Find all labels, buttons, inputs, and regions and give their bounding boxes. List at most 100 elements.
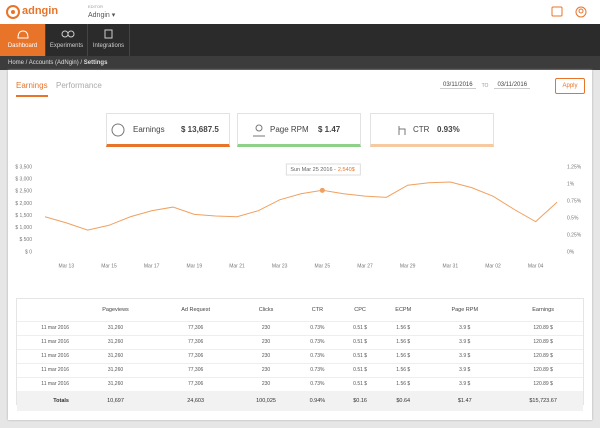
point — [319, 187, 325, 193]
table-cell: 77,306 — [187, 381, 204, 387]
table-cell: 0.51 $ — [353, 339, 368, 345]
kpi-card: Earnings $ 13,687.5 — [106, 113, 230, 147]
table-cell: 11 mar 2016 — [41, 325, 69, 331]
crumb: Settings — [83, 60, 108, 66]
table-row: 11 mar 2016 31,260 77,306 230 0.73% 0.51 $ 1.5… — [17, 349, 583, 363]
x-tick-label: Mar 29 — [400, 263, 416, 269]
crumb[interactable]: Accounts (AdNgin) — [28, 60, 79, 66]
kpi-value: 0.93% — [437, 124, 460, 134]
kpi-card: Page RPM $ 1.47 — [237, 113, 361, 147]
tab-earnings[interactable]: Earnings — [16, 81, 48, 97]
table-cell: 1.56 $ — [396, 339, 411, 345]
notify-icon[interactable] — [551, 6, 563, 18]
table-cell: CTR — [311, 306, 324, 313]
table-cell: 120.89 $ — [533, 381, 553, 387]
kpi-icon — [253, 124, 265, 137]
x-tick-label: Mar 15 — [101, 263, 117, 269]
table-cell: 77,306 — [187, 339, 204, 345]
data-table: Pageviews Ad Request Clicks CTR CPC ECPM Page … — [17, 299, 583, 411]
y2-tick-label: 0% — [567, 249, 575, 255]
nav-experiments[interactable]: Experiments — [46, 24, 88, 56]
x-tick-label: Mar 13 — [59, 263, 75, 269]
y-tick-label: $ 500 — [19, 237, 32, 243]
table-cell: 11 mar 2016 — [41, 381, 69, 387]
table-cell: 120.89 $ — [533, 339, 553, 345]
date-sep: TO — [481, 82, 489, 89]
x-tick-label: Mar 02 — [485, 263, 501, 269]
table-cell: ECPM — [395, 306, 412, 313]
kpi-label: Earnings — [133, 124, 165, 134]
y2-tick-label: 0.25% — [567, 232, 582, 238]
table-cell: 0.51 $ — [353, 381, 368, 387]
y-tick-label: $ 1,500 — [15, 213, 32, 219]
kpi-value: $ 1.47 — [318, 124, 341, 134]
role-label: Editor — [88, 4, 104, 9]
kpi-card: CTR 0.93% — [370, 113, 494, 147]
nav-dashboard[interactable]: Dashboard — [0, 24, 46, 56]
account-select[interactable]: Adngin ▾ — [88, 12, 116, 19]
date-range: 03/11/2016 TO 03/11/2016 — [440, 82, 531, 89]
y-tick-label: $ 0 — [25, 249, 32, 255]
table-row: 11 mar 2016 31,260 77,306 230 0.73% 0.51 $ 1.5… — [17, 377, 583, 391]
nav-bar: Dashboard Experiments Integrations — [0, 24, 600, 56]
x-tick-label: Mar 31 — [443, 263, 459, 269]
tab-performance[interactable]: Performance — [56, 81, 102, 90]
table-cell: 230 — [261, 339, 271, 345]
table-cell: 11 mar 2016 — [41, 353, 69, 359]
table-cell: 0.73% — [310, 367, 325, 373]
table-cell: 11 mar 2016 — [41, 367, 69, 373]
table-cell: 11 mar 2016 — [41, 339, 69, 345]
table-cell: 24,603 — [187, 397, 205, 404]
x-tick-label: Mar 21 — [229, 263, 245, 269]
y-tick-label: $ 1,000 — [15, 225, 32, 231]
table-cell: 31,260 — [107, 339, 124, 345]
kpi-icon — [398, 126, 406, 135]
table-header: Pageviews Ad Request Clicks CTR CPC ECPM Page … — [17, 299, 583, 321]
table-cell: Pageviews — [102, 306, 129, 313]
apply-button[interactable]: Apply — [555, 78, 585, 94]
table-frame: Pageviews Ad Request Clicks CTR CPC ECPM Page … — [16, 298, 584, 411]
table-cell: 0.51 $ — [353, 325, 368, 331]
y-tick-label: $ 2,500 — [15, 189, 32, 195]
table-cell: 120.89 $ — [533, 353, 553, 359]
kpi-label: CTR — [413, 124, 430, 134]
table-cell: 0.51 $ — [353, 353, 368, 359]
table-cell: 10,697 — [107, 397, 124, 404]
logo[interactable]: adngin — [22, 5, 59, 17]
table-cell: 230 — [261, 325, 271, 331]
chart: $ 0 $ 500 $ 1,000 $ 1,500 $ 2,000 $ 2,500 $ 3,… — [15, 163, 582, 269]
content-panel — [8, 70, 592, 420]
y2-tick-label: 0.75% — [567, 198, 582, 204]
table-cell: 230 — [261, 381, 271, 387]
table-row: 11 mar 2016 31,260 77,306 230 0.73% 0.51 $ 1.5… — [17, 335, 583, 349]
table-cell: 230 — [261, 353, 271, 359]
table-cell: 31,260 — [107, 367, 124, 373]
table-cell: 0.73% — [310, 353, 325, 359]
y2-tick-label: 0.5% — [567, 215, 579, 221]
kpi-value: $ 13,687.5 — [181, 124, 219, 134]
table-cell — [17, 299, 77, 321]
table-cell: 120.89 $ — [533, 367, 553, 373]
table-cell: 1.56 $ — [396, 381, 411, 387]
table-cell: $0.16 — [353, 397, 367, 404]
table-cell: 31,260 — [107, 325, 124, 331]
table-cell: $15,723.67 — [529, 397, 557, 404]
table-cell: 0.94% — [309, 397, 326, 404]
tooltip: Sun Mar 25 2016 -2,540$ — [285, 163, 361, 176]
table-cell: Ad Request — [181, 306, 210, 313]
account-name: Adngin — [88, 12, 110, 19]
table-cell: 1.56 $ — [396, 353, 411, 359]
nav-integrations[interactable]: Integrations — [88, 24, 130, 56]
table-cell: Totals — [53, 397, 69, 404]
table-cell: Earnings — [532, 306, 554, 313]
y-tick-label: $ 3,500 — [15, 164, 32, 170]
date-to[interactable]: 03/11/2016 — [494, 82, 531, 89]
crumb[interactable]: Home — [8, 60, 25, 66]
kpi-label: Page RPM — [270, 124, 309, 134]
date-from[interactable]: 03/11/2016 — [440, 82, 476, 89]
x-tick-label: Mar 04 — [528, 263, 544, 269]
user-icon[interactable] — [575, 6, 587, 18]
table-cell: 77,306 — [187, 353, 204, 359]
table-cell: 31,260 — [107, 381, 124, 387]
